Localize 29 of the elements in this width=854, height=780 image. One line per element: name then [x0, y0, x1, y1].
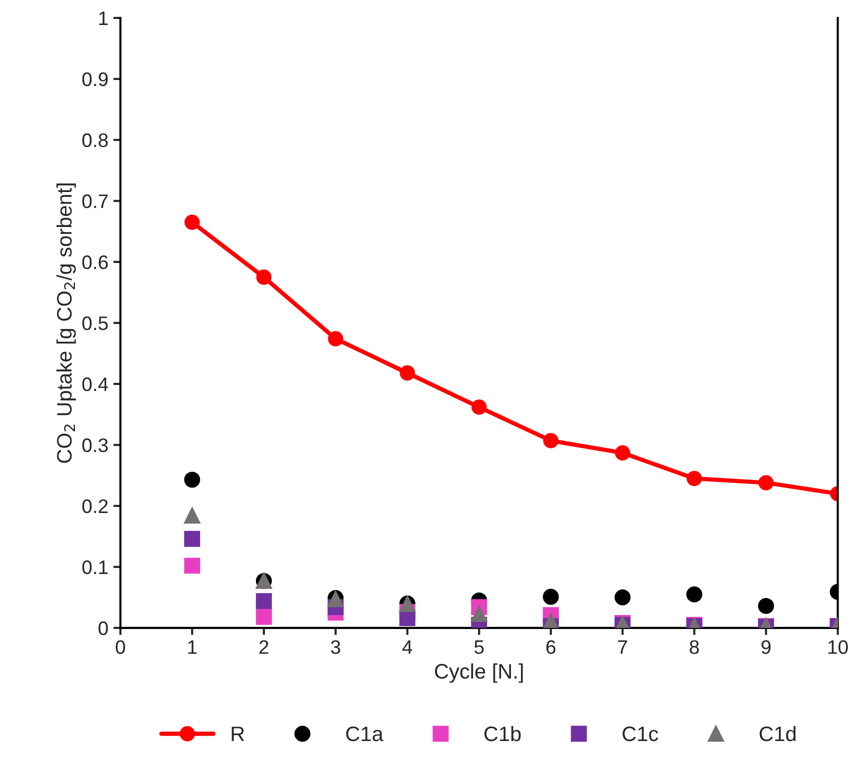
x-tick-label: 5 [474, 640, 484, 654]
legend-label: C1a [346, 726, 384, 742]
y-tick-label: 0.3 [82, 438, 108, 452]
y-tick-label: 1 [99, 12, 108, 25]
y-tick-label: 0.7 [82, 194, 108, 208]
x-tick-label: 2 [259, 640, 268, 654]
x-tick-label: 7 [618, 640, 627, 654]
x-tick-label: 10 [828, 640, 848, 654]
y-tick-label: 0.4 [82, 377, 108, 392]
legend-label: C1c [622, 726, 658, 742]
y-tick-label: 0.1 [82, 560, 108, 574]
y-tick-label: 0.8 [82, 133, 108, 148]
x-tick-label: 1 [188, 640, 197, 654]
y-tick-label: 0.5 [82, 316, 108, 330]
x-tick-label: 9 [762, 640, 771, 654]
legend-label: R [232, 726, 244, 742]
x-axis-title: Cycle [N.] [435, 663, 523, 683]
legend-label: C1d [760, 726, 796, 742]
y-tick-label: 0.9 [82, 72, 108, 86]
x-tick-label: 3 [330, 640, 340, 654]
x-tick-label: 8 [690, 640, 699, 654]
y-tick-label: 0.2 [82, 499, 108, 514]
x-tick-label: 4 [402, 640, 412, 654]
x-tick-label: 6 [546, 640, 556, 654]
y-axis-title: CO$_{2}$ Uptake [g CO$_{2}$/g sorbent] [56, 184, 76, 463]
y-tick-label: 0.6 [82, 255, 108, 270]
legend-label: C1b [484, 726, 521, 742]
x-tick-label: 0 [116, 640, 126, 654]
y-tick-label: 0 [98, 621, 108, 636]
